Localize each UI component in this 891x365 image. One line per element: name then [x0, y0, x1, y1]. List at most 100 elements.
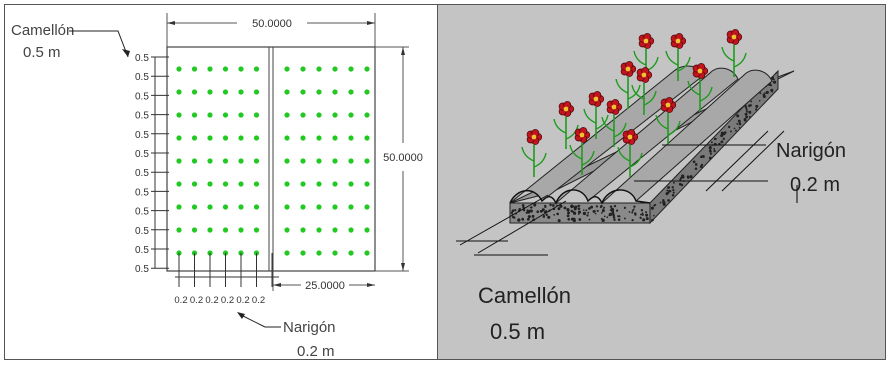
column-spacing-label: 0.2	[236, 295, 249, 306]
plant-dot	[191, 227, 198, 233]
plant-dot	[300, 181, 306, 187]
figure-border	[4, 4, 886, 360]
camellon-arrowhead	[122, 49, 130, 57]
plant-dot	[238, 181, 244, 187]
panel-divider	[437, 4, 438, 360]
plant-dot	[332, 204, 338, 210]
column-spacing-ticks	[175, 253, 279, 287]
plant-dot	[364, 250, 370, 256]
camellon-value: 0.5 m	[23, 44, 61, 61]
plant-dot	[207, 204, 213, 210]
plant-dot	[332, 158, 338, 164]
plant-dot	[176, 112, 182, 118]
plant-dot	[284, 204, 290, 210]
plant-dot	[300, 250, 306, 256]
plant-dot	[284, 227, 290, 233]
plant-dot	[316, 181, 322, 187]
plant-dot	[238, 135, 244, 141]
plant-dot	[332, 227, 338, 233]
plant	[721, 29, 747, 77]
plant-dot	[300, 66, 306, 72]
plant-dot	[332, 181, 338, 187]
plant-dot	[222, 66, 229, 72]
planting-plan-drawing: Camellón 0.5 m 50.0000 50.0000	[11, 13, 423, 360]
plant-dot	[284, 66, 290, 72]
plant-dot	[253, 227, 260, 233]
plant-dot	[348, 135, 354, 141]
plant-dot	[191, 66, 198, 72]
plant-dot	[253, 204, 260, 210]
plant-dot	[253, 66, 260, 72]
plant-dot	[222, 89, 229, 95]
plant-dot	[316, 66, 322, 72]
plant-dot	[191, 112, 198, 118]
plant-dot	[364, 66, 370, 72]
row-spacing-label: 0.5	[135, 207, 149, 218]
row-spacing-label: 0.5	[135, 91, 149, 102]
plant-dot	[207, 158, 213, 164]
plant-dot	[300, 135, 306, 141]
plant	[631, 67, 657, 115]
plant-dot	[253, 89, 260, 95]
column-spacing-label: 0.2	[252, 295, 265, 306]
plant	[553, 101, 579, 149]
plant-dot	[332, 135, 338, 141]
plant-dot	[222, 181, 229, 187]
narigon-arrowhead	[237, 312, 245, 319]
plant-dot	[300, 158, 306, 164]
camellon-leader-line	[69, 30, 129, 58]
plant-dot	[364, 112, 370, 118]
raised-bed-illustration: Narigón 0.2 m Camellón 0.5 m	[456, 29, 846, 344]
camellon-dim-line-2	[477, 200, 567, 254]
plant-dot	[253, 112, 260, 118]
plant-dot	[238, 204, 244, 210]
row-spacing-label: 0.5	[135, 53, 149, 64]
narigon-leader-line	[240, 314, 266, 328]
plant-dot	[348, 250, 354, 256]
plant-dot	[364, 158, 370, 164]
planting-plan-panel: Camellón 0.5 m 50.0000 50.0000	[5, 5, 437, 360]
plant-dot	[348, 89, 354, 95]
row-spacing-label: 0.5	[135, 111, 149, 122]
plant-dot	[332, 250, 338, 256]
plant-dot	[207, 135, 213, 141]
row-spacing-label: 0.5	[135, 245, 149, 256]
plant-dot	[284, 135, 290, 141]
plant-dot	[316, 112, 322, 118]
plant-dot	[284, 250, 290, 256]
plant-dot	[176, 227, 182, 233]
plant-dot	[348, 66, 354, 72]
plant-dot	[222, 158, 229, 164]
plant-dot	[176, 135, 182, 141]
plant-dot	[348, 181, 354, 187]
ridges	[509, 65, 773, 205]
plant-dot	[207, 112, 213, 118]
plant-dot	[222, 112, 229, 118]
plant-dot	[222, 135, 229, 141]
plant-dot	[238, 158, 244, 164]
narigon-value-right: 0.2 m	[790, 174, 840, 196]
plant-dot	[300, 204, 306, 210]
narigon-value: 0.2 m	[297, 343, 335, 359]
row-spacing-label: 0.5	[135, 187, 149, 198]
camellon-label: Camellón	[11, 22, 74, 39]
row-spacing-label: 0.5	[135, 149, 149, 160]
row-spacing-label: 0.5	[135, 168, 149, 179]
row-spacing-label: 0.5	[135, 130, 149, 141]
plant-dot	[191, 181, 198, 187]
plant-dot	[238, 112, 244, 118]
plant-dot	[316, 204, 322, 210]
plant-dot	[191, 135, 198, 141]
plant-dot	[176, 204, 182, 210]
column-spacing-labels: 0.2 0.2 0.2 0.2 0.2 0.2	[174, 295, 265, 306]
plant-dot	[300, 112, 306, 118]
row-spacing-labels: 0.5 0.5 0.5 0.5 0.5 0.5 0.5 0.5 0.5 0.5 0.5 0.5	[135, 53, 169, 275]
plant-dot	[348, 204, 354, 210]
narigon-label-right: Narigón	[776, 140, 846, 162]
plant-dot	[332, 89, 338, 95]
plant-dot	[316, 250, 322, 256]
plant-dot	[207, 66, 213, 72]
column-spacing-label: 0.2	[221, 295, 234, 306]
column-spacing-label: 0.2	[174, 295, 187, 306]
